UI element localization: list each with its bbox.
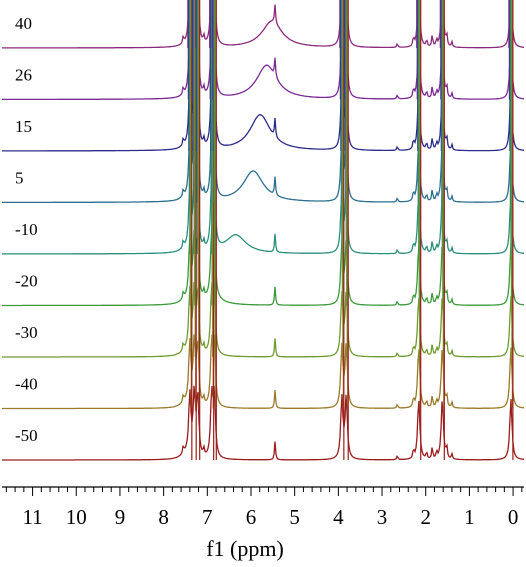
spectrum-trace--30 [2,281,525,358]
temperature-label: -40 [15,375,38,394]
spectrum-trace--20 [2,225,525,307]
temperature-label: 5 [15,169,24,188]
x-axis: 11 10 9 8 7 6 5 4 3 2 1 0 [2,486,524,529]
temperature-label: 26 [15,66,32,85]
spectrum-trace-40 [2,0,525,49]
x-tick-label: 2 [420,505,431,529]
spectra-traces [2,0,525,461]
spectrum-trace-5 [2,125,525,204]
spectrum-trace--10 [2,175,525,255]
x-tick-label: 10 [66,505,87,529]
temperature-label: -20 [15,272,38,291]
x-tick-label: 1 [464,505,475,529]
x-tick-label: 9 [115,505,126,529]
x-axis-title: f1 (ppm) [206,536,284,561]
spectrum-trace-26 [2,23,525,101]
x-tick-label: 6 [246,505,257,529]
temperature-label: -10 [15,220,38,239]
x-tick-label: 8 [158,505,169,529]
spectrum-trace--40 [2,334,525,410]
temperature-label: 40 [15,14,32,33]
x-tick-label: 11 [22,505,42,529]
x-tick-label: 4 [333,505,344,529]
spectrum-trace-15 [2,74,525,152]
x-tick-label: 3 [377,505,388,529]
spectrum-trace--50 [2,385,525,461]
temperature-label: -50 [15,426,38,445]
x-tick-label: 7 [202,505,213,529]
x-tick-label: 0 [508,505,519,529]
x-tick-label: 5 [289,505,300,529]
temperature-labels: 40 26 15 5 -10 -20 -30 -40 -50 [15,14,38,445]
temperature-label: -30 [15,323,38,342]
temperature-label: 15 [15,117,32,136]
